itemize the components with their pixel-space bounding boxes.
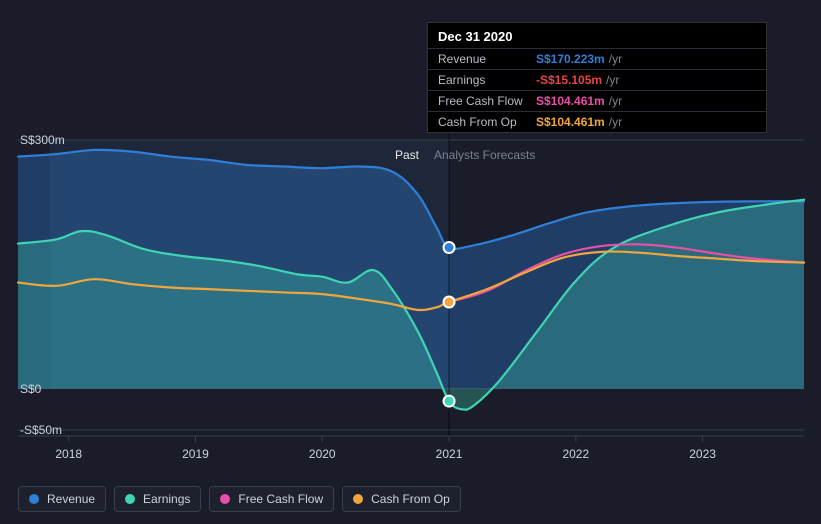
x-tick-label: 2021 [436, 447, 463, 461]
tooltip-label: Free Cash Flow [438, 94, 536, 108]
x-tick-label: 2020 [309, 447, 336, 461]
section-label-future: Analysts Forecasts [434, 148, 535, 162]
tooltip-row-earnings: Earnings -S$15.105m /yr [428, 70, 766, 91]
y-tick-label: -S$50m [20, 423, 62, 437]
tooltip-suffix: /yr [609, 52, 622, 66]
legend-label: Free Cash Flow [238, 492, 323, 506]
tooltip-label: Revenue [438, 52, 536, 66]
tooltip-value: S$104.461m [536, 94, 605, 108]
tooltip-suffix: /yr [609, 115, 622, 129]
legend-item-fcf[interactable]: Free Cash Flow [209, 486, 334, 512]
chart-tooltip: Dec 31 2020 Revenue S$170.223m /yr Earni… [427, 22, 767, 133]
legend-label: Earnings [143, 492, 190, 506]
x-tick-label: 2023 [689, 447, 716, 461]
x-tick-label: 2022 [562, 447, 589, 461]
chart-legend: Revenue Earnings Free Cash Flow Cash Fro… [18, 486, 461, 512]
financials-chart: S$300m S$0 -S$50m 2018 2019 2020 2021 20… [0, 0, 821, 524]
tooltip-suffix: /yr [609, 94, 622, 108]
tooltip-row-fcf: Free Cash Flow S$104.461m /yr [428, 91, 766, 112]
tooltip-value: S$104.461m [536, 115, 605, 129]
x-tick-label: 2018 [55, 447, 82, 461]
legend-dot-icon [125, 494, 135, 504]
y-tick-label: S$300m [20, 133, 65, 147]
tooltip-row-revenue: Revenue S$170.223m /yr [428, 49, 766, 70]
y-tick-label: S$0 [20, 382, 41, 396]
tooltip-value: S$170.223m [536, 52, 605, 66]
tooltip-value: -S$15.105m [536, 73, 602, 87]
legend-label: Revenue [47, 492, 95, 506]
legend-item-cfo[interactable]: Cash From Op [342, 486, 461, 512]
legend-dot-icon [353, 494, 363, 504]
tooltip-row-cfo: Cash From Op S$104.461m /yr [428, 112, 766, 132]
section-label-past: Past [395, 148, 419, 162]
tooltip-suffix: /yr [606, 73, 619, 87]
x-tick-label: 2019 [182, 447, 209, 461]
legend-item-earnings[interactable]: Earnings [114, 486, 201, 512]
tooltip-label: Earnings [438, 73, 536, 87]
legend-dot-icon [220, 494, 230, 504]
legend-label: Cash From Op [371, 492, 450, 506]
legend-dot-icon [29, 494, 39, 504]
legend-item-revenue[interactable]: Revenue [18, 486, 106, 512]
tooltip-label: Cash From Op [438, 115, 536, 129]
tooltip-date: Dec 31 2020 [428, 23, 766, 49]
